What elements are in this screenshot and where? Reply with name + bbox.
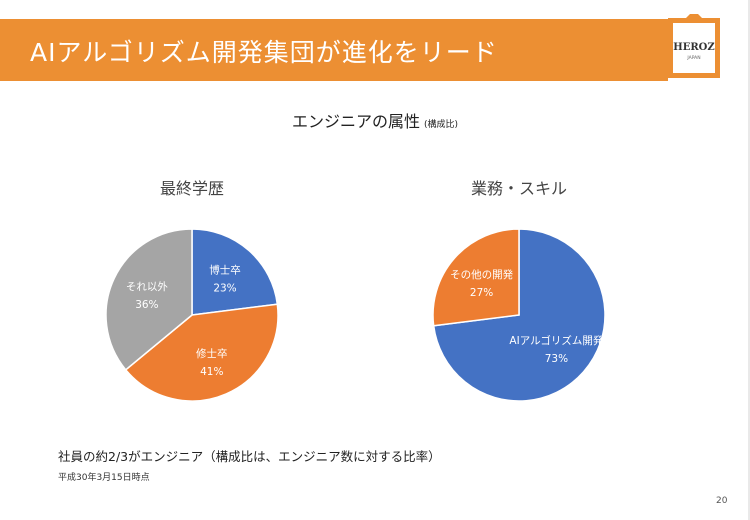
logo-emblem: HEROZ JAPAN bbox=[668, 14, 720, 78]
chart-heading-note: (構成比) bbox=[423, 120, 459, 130]
skill-slice-1 bbox=[432, 228, 520, 327]
heroz-logo: HEROZ JAPAN bbox=[668, 14, 720, 78]
engineer-ratio-note: 社員の約2/3がエンジニア（構成比は、エンジニア数に対する比率） bbox=[58, 449, 441, 464]
education-slice-2 bbox=[105, 228, 193, 371]
education-category-label-1: 修士卒 bbox=[196, 347, 228, 360]
education-pie-chart: 博士卒 23% 修士卒 41% それ以外 36% bbox=[105, 228, 279, 402]
logo-subtext: JAPAN bbox=[686, 55, 700, 61]
education-category-label-0: 博士卒 bbox=[209, 264, 241, 277]
education-value-label-0: 23% bbox=[213, 283, 236, 295]
education-slice-0 bbox=[191, 228, 279, 316]
as-of-date: 平成30年3月15日時点 bbox=[58, 473, 150, 483]
education-category-label-2: それ以外 bbox=[126, 281, 168, 293]
title-bar: AIアルゴリズム開発集団が進化をリード bbox=[0, 19, 668, 81]
skill-pie-chart: AIアルゴリズム開発 73% その他の開発 27% bbox=[432, 228, 606, 402]
education-chart-title: 最終学歴 bbox=[159, 179, 224, 198]
skill-value-label-1: 27% bbox=[470, 287, 493, 299]
education-slice-1 bbox=[124, 303, 279, 402]
logo-text: HEROZ bbox=[673, 42, 714, 53]
slide-title: AIアルゴリズム開発集団が進化をリード bbox=[30, 38, 498, 67]
chart-heading-main: エンジニアの属性 bbox=[291, 112, 420, 131]
chart-heading: エンジニアの属性 (構成比) bbox=[0, 108, 750, 132]
skill-category-label-1: その他の開発 bbox=[450, 268, 513, 281]
skill-category-label-0: AIアルゴリズム開発 bbox=[509, 334, 603, 347]
education-value-label-2: 36% bbox=[135, 299, 158, 311]
page-number: 20 bbox=[716, 496, 728, 506]
education-value-label-1: 41% bbox=[200, 366, 223, 378]
skill-chart-title: 業務・スキル bbox=[470, 179, 567, 198]
skill-value-label-0: 73% bbox=[545, 353, 568, 365]
